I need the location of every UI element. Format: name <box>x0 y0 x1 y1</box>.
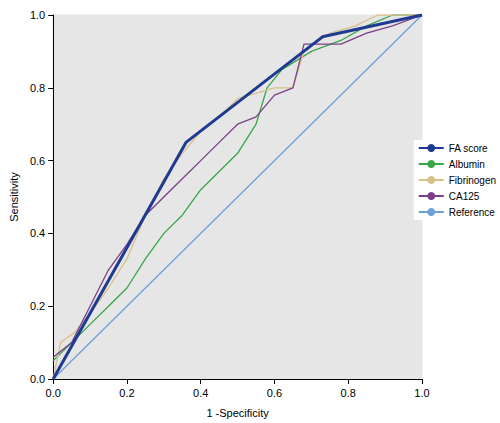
svg-text:0.2: 0.2 <box>30 300 45 312</box>
svg-text:1.0: 1.0 <box>414 387 429 399</box>
svg-text:0.6: 0.6 <box>30 155 45 167</box>
svg-text:Sensitivity: Sensitivity <box>8 172 20 222</box>
svg-text:0.2: 0.2 <box>119 387 134 399</box>
svg-text:CA125: CA125 <box>449 191 480 202</box>
svg-text:Reference: Reference <box>449 207 496 218</box>
svg-text:FA score: FA score <box>449 143 488 154</box>
svg-text:0.4: 0.4 <box>30 227 45 239</box>
svg-text:1 -Specificity: 1 -Specificity <box>206 407 269 419</box>
svg-text:0.8: 0.8 <box>30 82 45 94</box>
svg-text:0.4: 0.4 <box>193 387 208 399</box>
svg-text:0.0: 0.0 <box>30 373 45 385</box>
svg-text:0.8: 0.8 <box>341 387 356 399</box>
svg-text:1.0: 1.0 <box>30 9 45 21</box>
svg-text:0.6: 0.6 <box>267 387 282 399</box>
svg-text:0.0: 0.0 <box>46 387 61 399</box>
svg-text:Albumin: Albumin <box>449 159 485 170</box>
svg-text:Fibrinogen: Fibrinogen <box>449 175 496 186</box>
